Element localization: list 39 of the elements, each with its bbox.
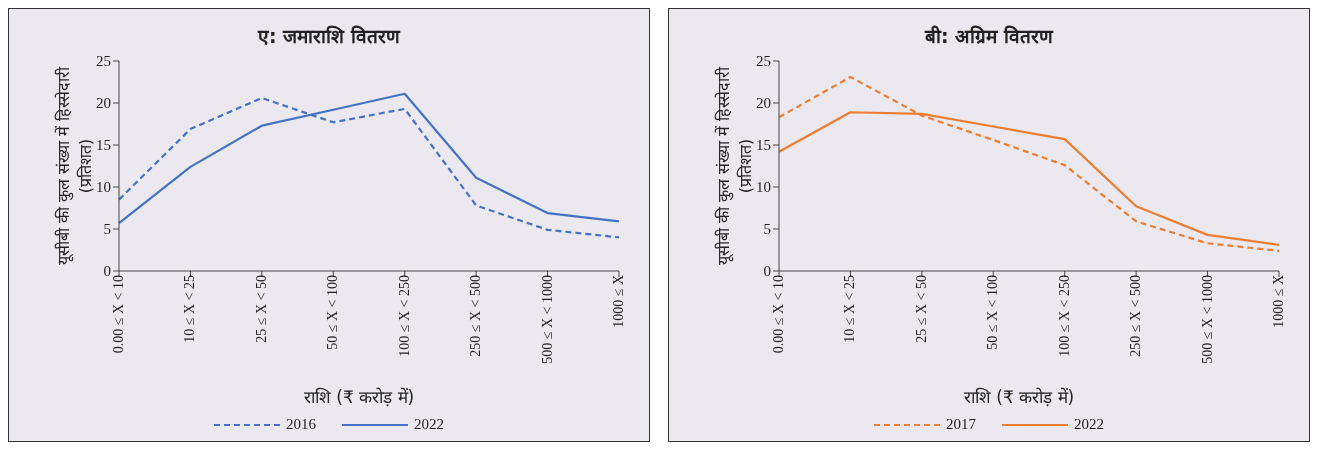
- line-series: [777, 75, 1281, 252]
- x-tick-label: 1000 ≤ X: [610, 275, 626, 328]
- y-tick-label: 25: [756, 53, 771, 70]
- y-tick-label: 10: [756, 179, 771, 196]
- y-tick-label: 15: [96, 137, 111, 154]
- y-tick-label: 20: [756, 95, 771, 112]
- x-tick-label: 10 ≤ X < 25: [842, 275, 858, 343]
- y-tick-label: 0: [103, 263, 111, 280]
- x-tick-label: 100 ≤ X < 250: [396, 275, 412, 357]
- y-tick-label: 20: [96, 95, 111, 112]
- x-tick-label: 0.00 ≤ X < 10: [770, 275, 786, 354]
- legend-label: 2022: [414, 416, 444, 433]
- x-tick-label: 10 ≤ X < 25: [182, 275, 198, 343]
- y-axis-title: यूसीबी की कुल संख्या में हिस्सेदारी (प्रतिशत): [714, 66, 755, 266]
- x-axis-title: राशि (₹ करोड़ में): [302, 386, 416, 408]
- x-tick-label: 0.00 ≤ X < 10: [110, 275, 126, 354]
- legend-label: 2016: [286, 416, 316, 433]
- y-tick-label: 0: [763, 263, 771, 280]
- y-tick-label: 15: [756, 137, 771, 154]
- x-tick-label: 1000 ≤ X: [1270, 275, 1286, 328]
- x-axis-title: राशि (₹ करोड़ में): [962, 386, 1076, 408]
- legend-label: 2022: [1074, 416, 1104, 433]
- x-tick-label: 50 ≤ X < 100: [985, 275, 1001, 350]
- x-tick-label: 100 ≤ X < 250: [1056, 275, 1072, 357]
- chart-title: ए: जमाराशि वितरण: [256, 24, 402, 49]
- y-tick-label: 5: [763, 221, 771, 238]
- x-tick-label: 25 ≤ X < 50: [253, 275, 269, 343]
- y-tick-label: 10: [96, 179, 111, 196]
- y-tick-label: 25: [96, 53, 111, 70]
- chart-title: बी: अग्रिम वितरण: [923, 24, 1055, 49]
- legend-label: 2017: [946, 416, 976, 433]
- y-tick-label: 5: [103, 221, 111, 238]
- x-tick-label: 500 ≤ X < 1000: [1199, 275, 1215, 364]
- x-tick-label: 25 ≤ X < 50: [913, 275, 929, 343]
- x-tick-label: 50 ≤ X < 100: [325, 275, 341, 350]
- x-tick-label: 250 ≤ X < 500: [468, 275, 484, 357]
- y-axis-title: यूसीबी की कुल संख्या में हिस्सेदारी (प्रतिशत): [54, 66, 95, 266]
- x-tick-label: 250 ≤ X < 500: [1128, 275, 1144, 357]
- x-tick-label: 500 ≤ X < 1000: [539, 275, 555, 364]
